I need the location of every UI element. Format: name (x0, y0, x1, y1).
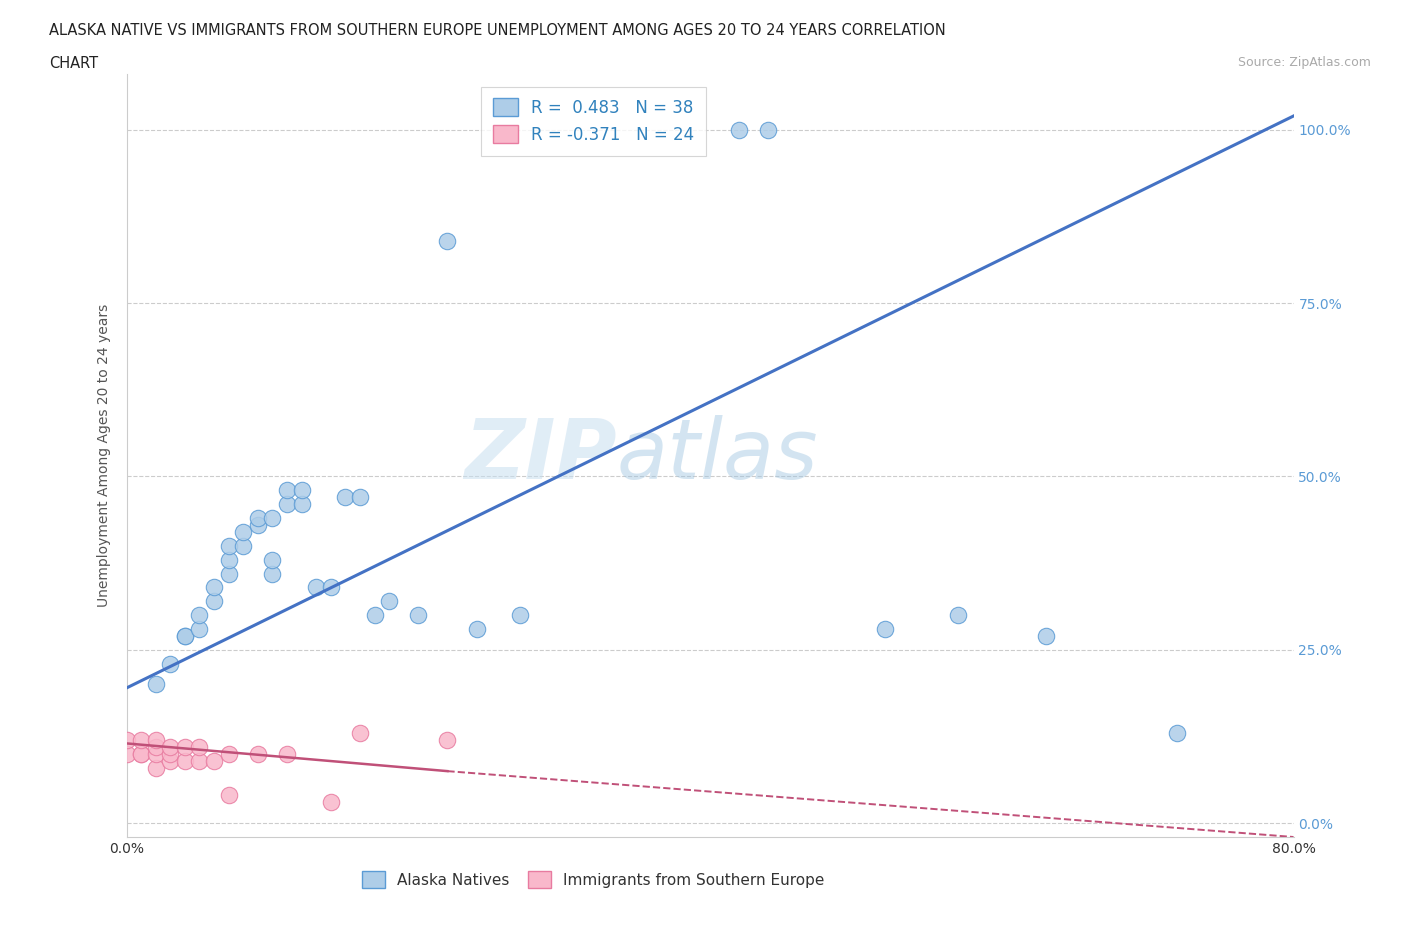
Point (218, 552, 240, 567)
Point (202, 580, 225, 595)
Point (145, 739, 167, 754)
Point (188, 621, 211, 636)
Point (319, 580, 342, 595)
Text: Source: ZipAtlas.com: Source: ZipAtlas.com (1237, 56, 1371, 69)
Point (174, 753, 197, 768)
Point (129, 733, 152, 748)
Point (246, 747, 269, 762)
Point (232, 538, 254, 553)
Point (174, 629, 197, 644)
Point (290, 483, 312, 498)
Point (349, 725, 371, 740)
Point (1166, 725, 1188, 740)
Point (218, 747, 240, 762)
Point (276, 483, 298, 498)
Point (465, 621, 488, 636)
Point (335, 490, 357, 505)
Point (232, 525, 254, 539)
Point (262, 552, 284, 567)
Point (129, 747, 152, 762)
Point (218, 538, 240, 553)
Point (436, 233, 458, 248)
Point (363, 607, 385, 622)
Point (408, 607, 430, 622)
Point (188, 607, 211, 622)
Text: atlas: atlas (617, 415, 818, 497)
Point (246, 518, 269, 533)
Point (946, 607, 969, 622)
Point (159, 739, 181, 754)
Point (145, 747, 167, 762)
Point (145, 733, 167, 748)
Point (188, 753, 211, 768)
Point (262, 511, 284, 525)
Point (115, 733, 138, 748)
Point (159, 753, 181, 768)
Legend: Alaska Natives, Immigrants from Southern Europe: Alaska Natives, Immigrants from Southern… (356, 865, 831, 894)
Point (145, 760, 167, 775)
Y-axis label: Unemployment Among Ages 20 to 24 years: Unemployment Among Ages 20 to 24 years (97, 304, 111, 607)
Point (145, 677, 167, 692)
Point (378, 594, 401, 609)
Point (276, 497, 298, 512)
Point (174, 739, 197, 754)
Point (188, 739, 211, 754)
Point (202, 594, 225, 609)
Point (319, 795, 342, 810)
Point (276, 747, 298, 762)
Point (202, 753, 225, 768)
Point (129, 747, 152, 762)
Point (1035, 629, 1057, 644)
Text: CHART: CHART (49, 56, 98, 71)
Point (174, 629, 197, 644)
Point (115, 747, 138, 762)
Point (436, 733, 458, 748)
Point (509, 607, 531, 622)
Point (290, 497, 312, 512)
Point (246, 511, 269, 525)
Point (218, 788, 240, 803)
Point (218, 566, 240, 581)
Point (159, 657, 181, 671)
Text: ZIP: ZIP (464, 415, 617, 497)
Point (262, 566, 284, 581)
Point (349, 490, 371, 505)
Point (305, 580, 328, 595)
Point (728, 123, 751, 138)
Text: ALASKA NATIVE VS IMMIGRANTS FROM SOUTHERN EUROPE UNEMPLOYMENT AMONG AGES 20 TO 2: ALASKA NATIVE VS IMMIGRANTS FROM SOUTHER… (49, 23, 946, 38)
Point (159, 747, 181, 762)
Point (875, 621, 897, 636)
Point (756, 123, 779, 138)
